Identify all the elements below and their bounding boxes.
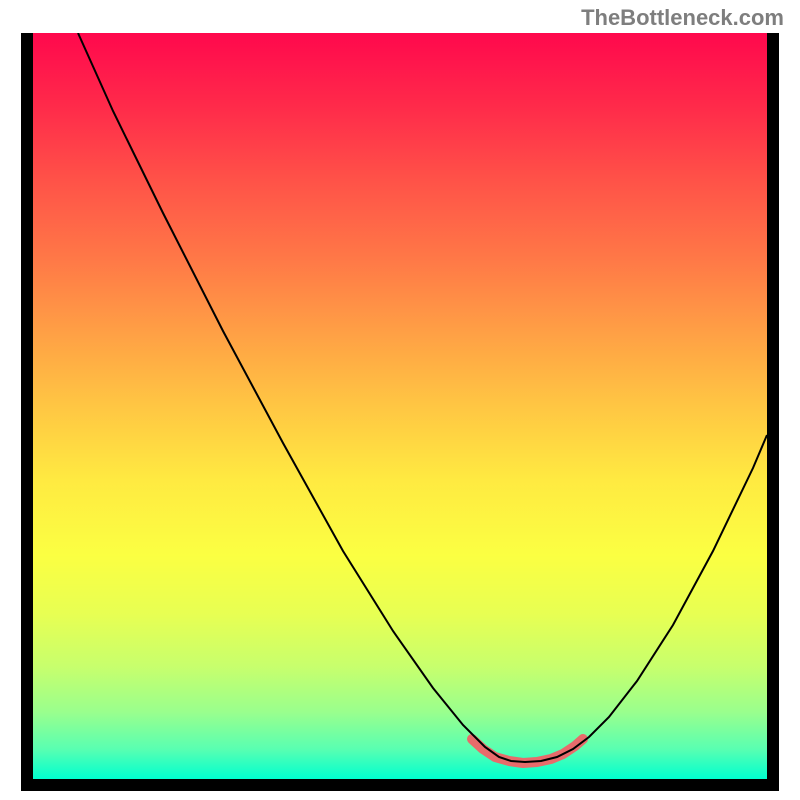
watermark: TheBottleneck.com bbox=[581, 5, 784, 31]
bottleneck-curve bbox=[78, 33, 767, 762]
root: { "watermark": { "text": "TheBottleneck.… bbox=[0, 0, 800, 800]
plot-frame bbox=[21, 33, 779, 791]
marker-run bbox=[472, 739, 583, 763]
curve-layer bbox=[33, 33, 767, 779]
